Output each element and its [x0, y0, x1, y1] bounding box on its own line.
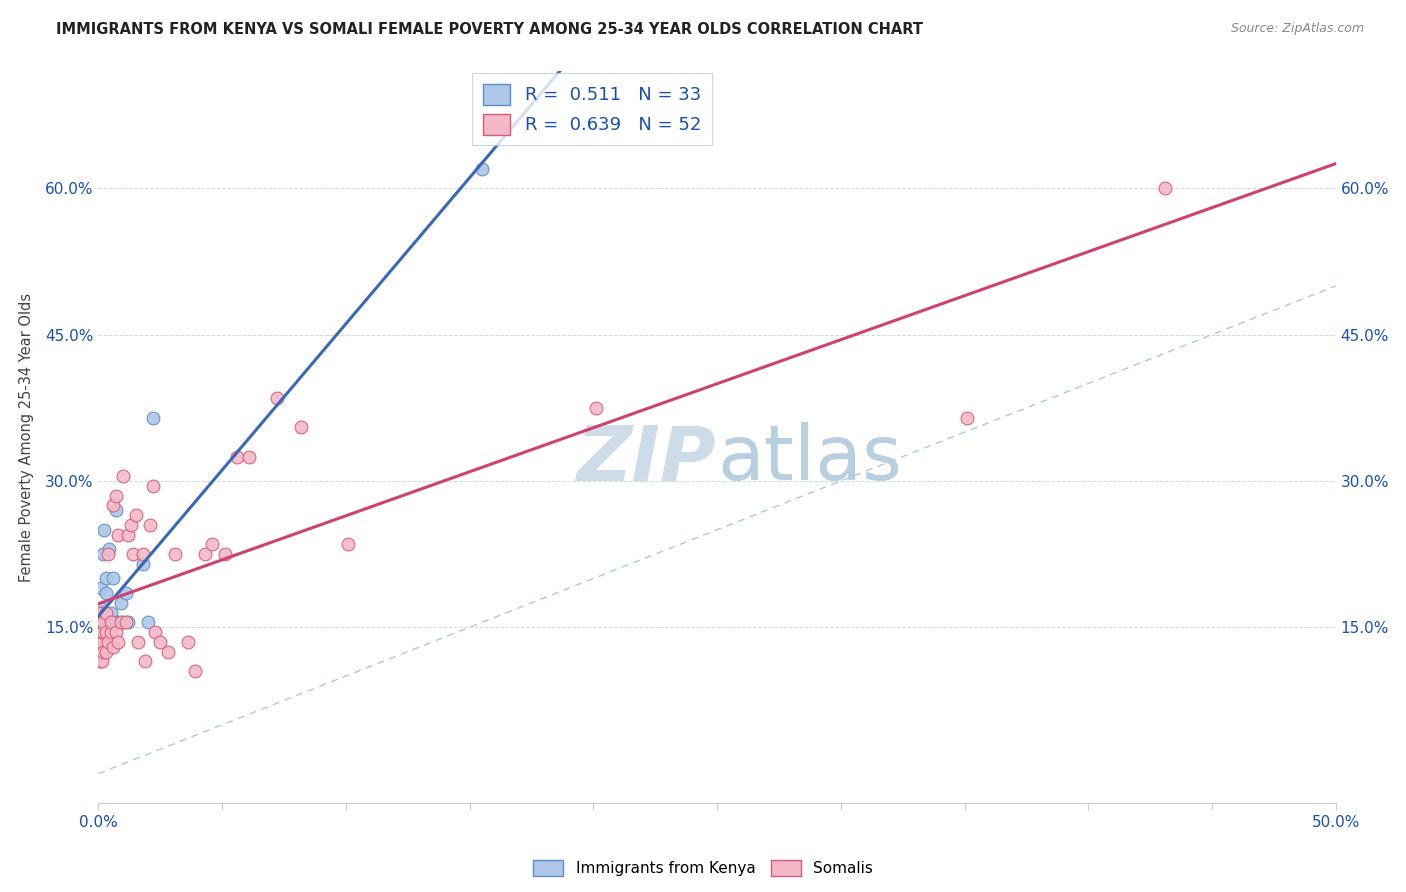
Point: [90, 635, 112, 649]
Point: [149, 635, 172, 649]
Point: [97, 625, 120, 640]
Point: [1154, 181, 1177, 195]
Point: [103, 640, 125, 654]
Point: [107, 527, 129, 541]
Point: [104, 503, 127, 517]
Point: [956, 410, 979, 425]
Point: [104, 489, 127, 503]
Point: [139, 517, 162, 532]
Point: [100, 606, 122, 620]
Point: [97, 620, 120, 634]
Point: [112, 615, 135, 630]
Point: [90, 654, 112, 668]
Point: [94, 625, 117, 640]
Text: IMMIGRANTS FROM KENYA VS SOMALI FEMALE POVERTY AMONG 25-34 YEAR OLDS CORRELATION: IMMIGRANTS FROM KENYA VS SOMALI FEMALE P…: [56, 22, 924, 37]
Point: [93, 625, 115, 640]
Point: [91, 606, 114, 620]
Point: [93, 625, 115, 640]
Text: ZIP: ZIP: [578, 422, 717, 496]
Point: [90, 606, 112, 620]
Point: [93, 645, 115, 659]
Point: [117, 615, 139, 630]
Point: [104, 615, 127, 630]
Point: [97, 547, 120, 561]
Text: Source: ZipAtlas.com: Source: ZipAtlas.com: [1230, 22, 1364, 36]
Point: [93, 523, 115, 537]
Point: [100, 615, 122, 630]
Point: [89, 635, 111, 649]
Point: [134, 654, 156, 668]
Point: [103, 499, 125, 513]
Point: [90, 645, 112, 659]
Point: [165, 547, 187, 561]
Point: [93, 547, 115, 561]
Point: [226, 450, 249, 464]
Point: [97, 542, 120, 557]
Point: [132, 557, 155, 571]
Point: [89, 654, 111, 668]
Point: [110, 596, 132, 610]
Point: [91, 654, 114, 668]
Point: [143, 625, 166, 640]
Point: [94, 606, 117, 620]
Legend: Immigrants from Kenya, Somalis: Immigrants from Kenya, Somalis: [527, 855, 879, 882]
Point: [127, 635, 149, 649]
Point: [104, 625, 127, 640]
Point: [110, 615, 132, 630]
Point: [184, 664, 207, 678]
Point: [89, 625, 111, 640]
Point: [136, 615, 159, 630]
Point: [100, 625, 122, 640]
Point: [103, 572, 125, 586]
Point: [89, 615, 111, 630]
Y-axis label: Female Poverty Among 25-34 Year Olds: Female Poverty Among 25-34 Year Olds: [18, 293, 34, 582]
Point: [117, 527, 139, 541]
Point: [132, 547, 155, 561]
Point: [266, 391, 288, 405]
Point: [194, 547, 217, 561]
Legend: R =  0.511   N = 33, R =  0.639   N = 52: R = 0.511 N = 33, R = 0.639 N = 52: [472, 73, 711, 145]
Point: [201, 537, 224, 551]
Point: [124, 508, 146, 522]
Point: [471, 161, 494, 176]
Point: [93, 615, 115, 630]
Text: atlas: atlas: [717, 422, 901, 496]
Point: [238, 450, 260, 464]
Point: [112, 469, 135, 483]
Point: [156, 645, 179, 659]
Point: [214, 547, 236, 561]
Point: [114, 586, 136, 600]
Point: [176, 635, 198, 649]
Point: [94, 586, 117, 600]
Point: [122, 547, 145, 561]
Point: [90, 625, 112, 640]
Point: [107, 615, 129, 630]
Point: [89, 645, 111, 659]
Point: [142, 410, 165, 425]
Point: [120, 517, 142, 532]
Point: [142, 479, 165, 493]
Point: [114, 615, 136, 630]
Point: [97, 635, 120, 649]
Point: [93, 615, 115, 630]
Point: [90, 625, 112, 640]
Point: [337, 537, 360, 551]
Point: [100, 615, 122, 630]
Point: [94, 625, 117, 640]
Point: [290, 420, 312, 434]
Point: [90, 581, 112, 595]
Point: [585, 401, 607, 415]
Point: [96, 572, 118, 586]
Point: [93, 625, 115, 640]
Point: [107, 635, 129, 649]
Point: [94, 645, 117, 659]
Point: [90, 600, 112, 615]
